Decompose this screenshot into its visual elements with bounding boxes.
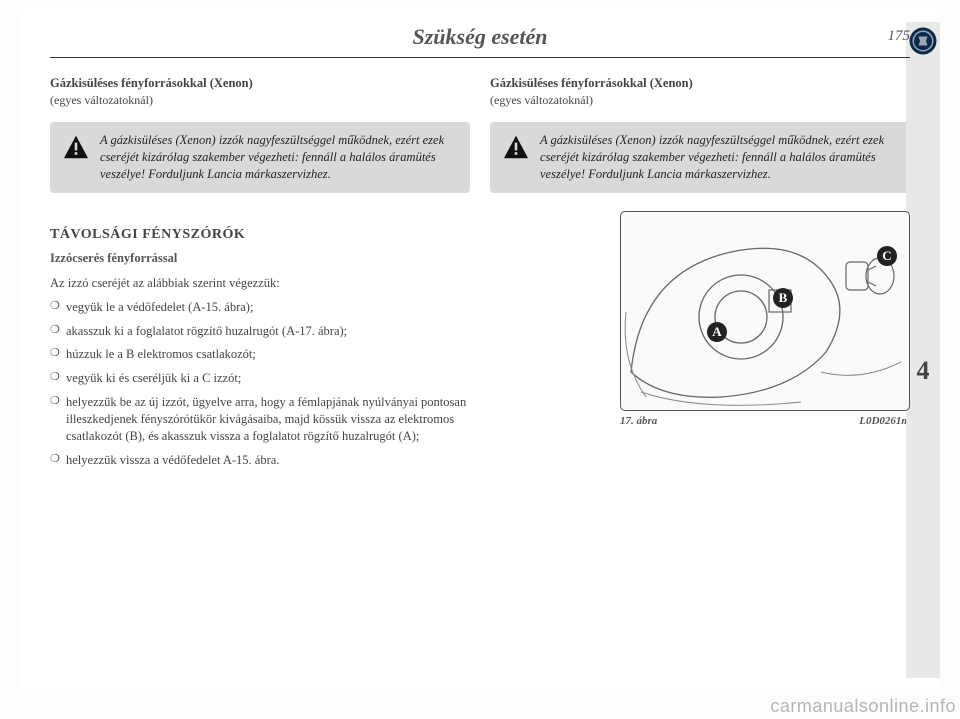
list-item: helyezzük be az új izzót, ügyelve arra, … [50,394,470,445]
content-area: Gázkisüléses fényforrásokkal (Xenon) (eg… [50,76,910,476]
page-header: Szükség esetén 175 [50,10,910,58]
left-heading-line1: Gázkisüléses fényforrásokkal (Xenon) [50,76,470,91]
right-heading-line2: (egyes változatoknál) [490,93,910,108]
warning-text-right: A gázkisüléses (Xenon) izzók nagyfeszült… [540,132,898,183]
section-subtitle: Izzócserés fényforrással [50,251,470,266]
page-number: 175 [888,28,911,45]
list-item: akasszuk ki a foglalatot rögzítő huzalru… [50,323,470,340]
right-column: Gázkisüléses fényforrásokkal (Xenon) (eg… [490,76,910,476]
warning-triangle-icon [502,134,530,160]
watermark: carmanualsonline.info [770,696,956,717]
left-heading-line2: (egyes változatoknál) [50,93,470,108]
warning-text-left: A gázkisüléses (Xenon) izzók nagyfeszült… [100,132,458,183]
right-heading-line1: Gázkisüléses fényforrásokkal (Xenon) [490,76,910,91]
list-item: húzzuk le a B elektromos csatlakozót; [50,346,470,363]
section-number: 4 [917,356,930,386]
list-item: vegyük le a védőfedelet (A-15. ábra); [50,299,470,316]
page-title: Szükség esetén [50,10,910,50]
brand-logo-icon [908,26,938,56]
figure-code: L0D0261m [859,415,910,427]
figure-label-c: C [877,246,897,266]
figure-caption: 17. ábra [620,415,657,427]
headlamp-diagram-icon [621,212,910,411]
figure-caption-row: 17. ábra L0D0261m [620,415,910,427]
left-column: Gázkisüléses fényforrásokkal (Xenon) (eg… [50,76,470,476]
warning-triangle-icon [62,134,90,160]
list-item: helyezzük vissza a védőfedelet A-15. ábr… [50,452,470,469]
warning-box-left: A gázkisüléses (Xenon) izzók nagyfeszült… [50,122,470,193]
figure-label-a: A [707,322,727,342]
warning-box-right: A gázkisüléses (Xenon) izzók nagyfeszült… [490,122,910,193]
manual-page: 4 Szükség esetén 175 Gázkisüléses fényfo… [20,10,940,690]
lead-text: Az izzó cseréjét az alábbiak szerint vég… [50,276,470,291]
list-item: vegyük ki és cseréljük ki a C izzót; [50,370,470,387]
section-title: TÁVOLSÁGI FÉNYSZÓRÓK [50,227,470,243]
figure-17: A B C [620,211,910,411]
steps-list: vegyük le a védőfedelet (A-15. ábra); ak… [50,299,470,469]
figure-label-b: B [773,288,793,308]
side-tab: 4 [906,22,940,678]
